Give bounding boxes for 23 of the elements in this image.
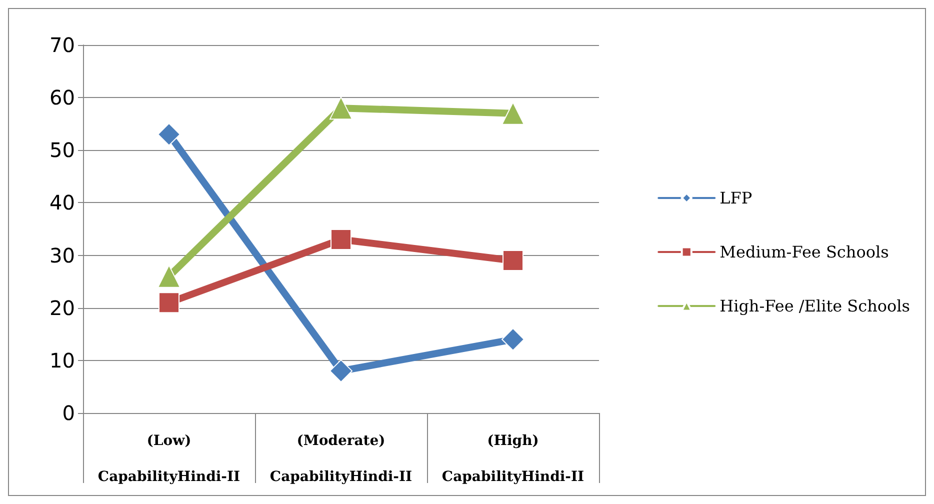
point — [158, 292, 180, 314]
point — [330, 229, 352, 250]
y-tick-label: 20 — [50, 296, 75, 320]
y-tick-label: 40 — [50, 190, 75, 215]
category-label: (Low) CapabilityHindi-II — [98, 433, 240, 485]
legend-label: Medium-Fee Schools — [720, 242, 889, 262]
category-label: (High) CapabilityHindi-II — [442, 433, 584, 485]
point — [502, 250, 524, 272]
y-tick-label: 10 — [50, 348, 75, 372]
legend-label: LFP — [720, 188, 752, 208]
point — [330, 96, 352, 120]
y-tick-label: 30 — [50, 243, 75, 268]
point — [330, 359, 352, 382]
point — [502, 102, 524, 125]
point — [502, 328, 524, 351]
y-tick-label: 60 — [50, 86, 75, 110]
y-tick-label: 0 — [62, 401, 75, 425]
legend-label: High-Fee /Elite Schools — [720, 296, 910, 316]
y-tick-label: 50 — [50, 138, 75, 162]
category-label: (Moderate) CapabilityHindi-II — [270, 433, 412, 485]
y-tick-label: 70 — [50, 33, 75, 57]
point — [158, 122, 180, 146]
point — [158, 264, 180, 288]
